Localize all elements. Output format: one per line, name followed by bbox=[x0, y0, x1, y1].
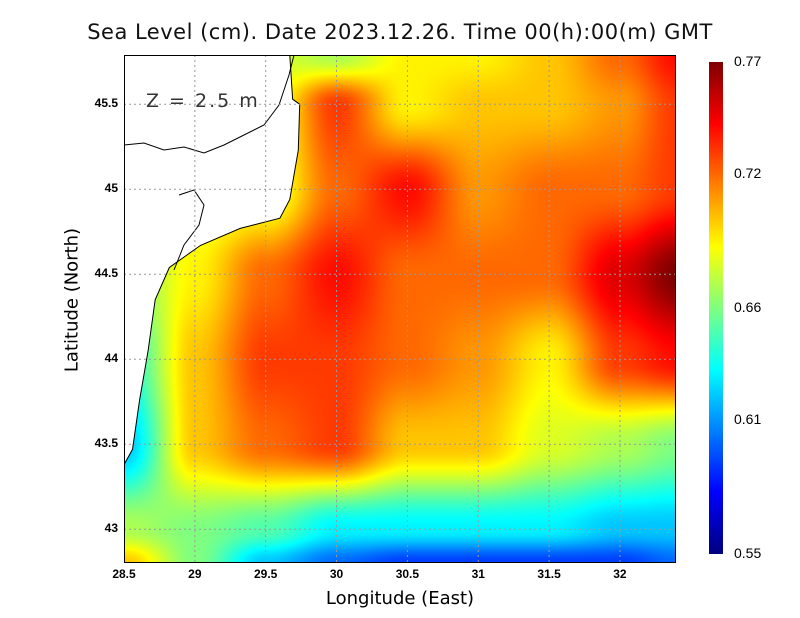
colorbar bbox=[709, 62, 723, 554]
plot-area bbox=[124, 55, 676, 563]
x-tick-label: 31 bbox=[471, 567, 485, 581]
map-overlay bbox=[124, 55, 676, 563]
x-tick-label: 29.5 bbox=[254, 567, 278, 581]
land-area bbox=[124, 55, 300, 465]
y-tick-label: 43 bbox=[104, 521, 118, 536]
y-tick-label: 44.5 bbox=[94, 266, 118, 281]
y-tick-label: 43.5 bbox=[94, 436, 118, 451]
x-tick-label: 31.5 bbox=[537, 567, 561, 581]
colorbar-tick-label: 0.55 bbox=[734, 545, 762, 561]
colorbar-tick-label: 0.66 bbox=[734, 299, 762, 315]
colorbar-tick-label: 0.77 bbox=[734, 53, 762, 69]
colorbar-tick-label: 0.61 bbox=[734, 410, 762, 427]
y-tick-label: 45.5 bbox=[94, 96, 118, 111]
x-tick-label: 28.5 bbox=[112, 567, 136, 581]
y-tick-label: 45 bbox=[104, 181, 118, 196]
depth-annotation: Z = 2.5 m bbox=[146, 90, 260, 112]
x-tick-label: 30.5 bbox=[395, 567, 420, 581]
coastline bbox=[124, 55, 301, 465]
lake-outline bbox=[173, 189, 205, 271]
y-tick-label: 44 bbox=[104, 351, 118, 366]
x-tick-label: 29 bbox=[188, 567, 202, 581]
x-tick-label: 32 bbox=[613, 567, 627, 581]
colorbar-tick-label: 0.72 bbox=[734, 164, 762, 181]
x-axis-label: Longitude (East) bbox=[325, 588, 475, 609]
border-line bbox=[124, 55, 295, 154]
y-axis-label: Latitude (North) bbox=[61, 227, 83, 373]
x-tick-label: 30 bbox=[329, 567, 344, 581]
plot-frame bbox=[124, 55, 676, 563]
chart-title: Sea Level (cm). Date 2023.12.26. Time 00… bbox=[87, 20, 713, 44]
